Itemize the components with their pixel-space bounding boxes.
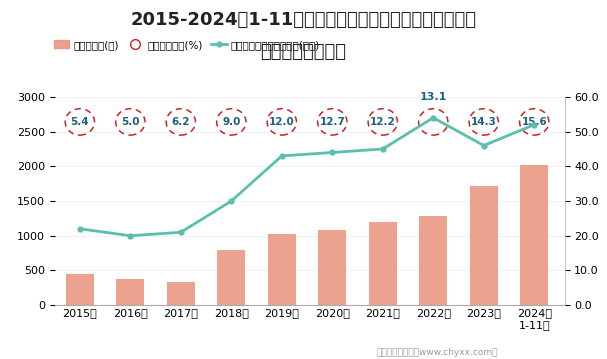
Text: 5.0: 5.0 [121, 117, 140, 127]
Bar [66, 274, 93, 305]
Text: 9.0: 9.0 [222, 117, 240, 127]
Bar [167, 281, 195, 305]
Bar [268, 234, 296, 305]
Text: 5.4: 5.4 [70, 117, 89, 127]
Text: 13.1: 13.1 [419, 92, 447, 102]
Bar [117, 279, 144, 305]
Bar [217, 250, 245, 305]
Text: 制图：智兹咋询（www.chyxx.com）: 制图：智兹咋询（www.chyxx.com） [376, 348, 498, 357]
Text: 2015-2024年1-11月木材加工和木、竹、藤、棕、草制品: 2015-2024年1-11月木材加工和木、竹、藤、棕、草制品 [131, 11, 476, 29]
Bar [470, 186, 498, 305]
Legend: 亨损企业数(个), 亨损企业占比(%), 亨损企业亨损总额累计値(亿元): 亨损企业数(个), 亨损企业占比(%), 亨损企业亨损总额累计値(亿元) [50, 36, 324, 54]
Text: 业亨损企业统计图: 业亨损企业统计图 [260, 43, 347, 61]
Text: 12.0: 12.0 [269, 117, 294, 127]
Bar [369, 222, 396, 305]
Bar [419, 216, 447, 305]
Bar [520, 165, 548, 305]
Text: 15.6: 15.6 [521, 117, 547, 127]
Bar [319, 230, 346, 305]
Text: 12.2: 12.2 [370, 117, 396, 127]
Text: 14.3: 14.3 [471, 117, 497, 127]
Text: 12.7: 12.7 [319, 117, 345, 127]
Text: 6.2: 6.2 [172, 117, 190, 127]
